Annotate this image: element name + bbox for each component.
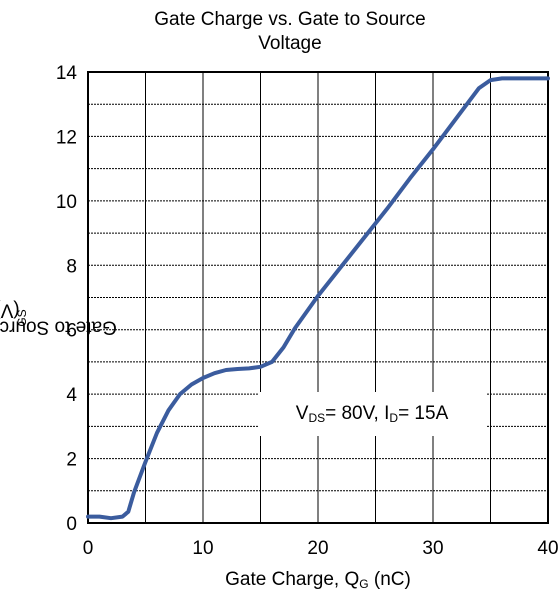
y-tick-label: 0 [66,514,77,535]
chart-title-line-2: Voltage [258,33,322,54]
plot-frame [87,71,549,524]
y-tick-label: 8 [66,256,77,277]
annotation-part-2: = 80V, I [325,403,390,424]
test-conditions-annotation: VDS= 80V, ID= 15A [258,392,486,436]
y-tick-label: 4 [66,385,77,406]
x-axis-label-sub: G [359,577,369,591]
series-line [86,76,550,521]
x-tick-label: 10 [192,538,213,559]
x-axis-label-main: Gate Charge, Q [225,569,360,590]
y-tick-label: 6 [66,321,77,342]
annotation-sub-2: D [389,411,399,425]
x-axis-label-unit: (nC) [368,569,411,590]
y-axis-label-unit: (V) [0,299,20,321]
y-tick-label: 14 [56,63,78,84]
y-tick-label: 10 [56,192,77,213]
annotation-part-3: = 15A [398,403,449,424]
x-tick-label: 40 [537,538,558,559]
y-tick-label: 2 [66,450,77,471]
x-tick-label: 20 [307,538,328,559]
annotation-part-1: V [295,403,309,424]
y-tick-label: 12 [56,127,77,148]
x-axis-label: Gate Charge, QG (nC) [88,569,548,591]
chart-title-line-1: Gate Charge vs. Gate to Source [154,9,426,30]
annotation-sub-1: DS [308,411,326,425]
x-tick-label: 30 [422,538,443,559]
x-tick-label: 0 [83,538,94,559]
chart-title: Gate Charge vs. Gate to Source Voltage [110,8,470,56]
